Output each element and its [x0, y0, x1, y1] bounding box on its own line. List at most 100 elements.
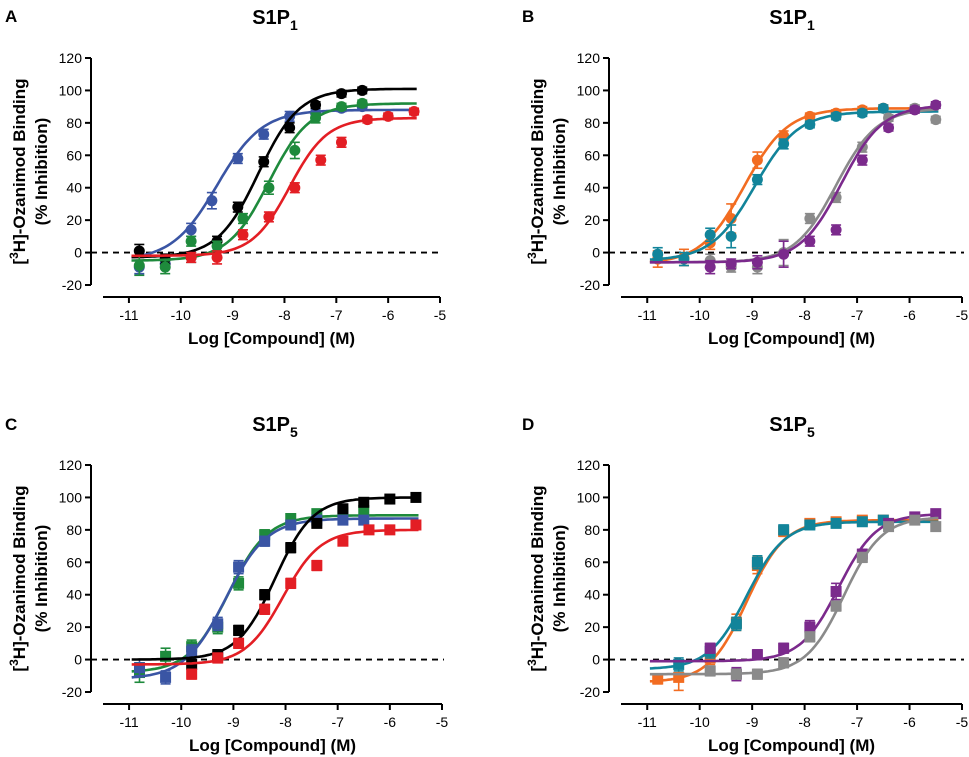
data-point [804, 631, 816, 643]
data-point [284, 122, 296, 134]
data-point [285, 542, 297, 554]
panel-label: C [5, 415, 17, 434]
y-tick-label: -20 [62, 684, 82, 700]
data-point [408, 106, 420, 118]
y-axis-label: [3H]-Ozanimod Binding [7, 485, 29, 671]
data-point [751, 649, 763, 661]
panel-title-base: S1P [252, 414, 290, 436]
x-tick-label: -9 [227, 714, 240, 730]
data-point [704, 665, 716, 677]
data-point [358, 514, 370, 526]
x-tick-label: -6 [903, 714, 916, 730]
data-point [258, 128, 270, 140]
y-axis-label-bracket: [ [528, 259, 547, 265]
x-tick-label: -7 [851, 307, 864, 323]
data-point [356, 84, 368, 96]
y-tick-label: 40 [66, 180, 82, 196]
x-tick-label: -8 [279, 714, 292, 730]
y-axis-label-line2: (% Inhibition) [550, 118, 569, 226]
x-tick-label: -7 [330, 307, 343, 323]
data-point [185, 224, 197, 236]
y-axis-label-text: H]-Ozanimod Binding [10, 485, 29, 659]
panel-title-subscript: 5 [807, 424, 815, 440]
y-tick-label: 20 [584, 619, 600, 635]
x-tick-label: -5 [956, 307, 969, 323]
fit-curve-orange [649, 107, 939, 264]
data-point [778, 524, 790, 536]
data-point [804, 621, 816, 633]
data-point [704, 642, 716, 654]
y-axis-label-line2: (% Inhibition) [550, 525, 569, 633]
data-point [730, 618, 742, 630]
x-tick-label: -8 [798, 307, 811, 323]
y-tick-label: 60 [66, 147, 82, 163]
panel-title: S1P1 [252, 7, 298, 33]
data-point [751, 154, 763, 166]
data-point [363, 524, 375, 536]
x-axis-label: Log [Compound] (M) [188, 329, 355, 348]
y-tick-label: -20 [580, 684, 600, 700]
x-tick-label: -11 [638, 714, 657, 730]
panel-title-base: S1P [769, 7, 807, 29]
series-red [131, 519, 422, 680]
data-point [311, 517, 323, 529]
data-point [778, 248, 790, 260]
data-point [930, 521, 942, 533]
y-tick-label: 100 [59, 489, 83, 505]
data-point [856, 107, 868, 119]
data-point [751, 556, 763, 568]
data-point [778, 642, 790, 654]
x-tick-label: -6 [382, 307, 395, 323]
x-tick-label: -11 [119, 714, 138, 730]
fit-curve-gray [649, 516, 939, 676]
data-point [856, 154, 868, 166]
x-tick-label: -6 [903, 307, 916, 323]
data-point [410, 491, 422, 503]
data-point [259, 535, 271, 547]
data-point [285, 519, 297, 531]
data-point [337, 503, 349, 515]
panel-title: S1P1 [769, 7, 815, 33]
data-point [652, 248, 664, 260]
data-point [883, 122, 895, 134]
data-point [186, 668, 198, 680]
series-orange [649, 102, 939, 268]
y-tick-label: 100 [577, 489, 601, 505]
x-tick-label: -10 [171, 307, 191, 323]
data-point [909, 514, 921, 526]
data-point [751, 174, 763, 186]
y-tick-label: 120 [577, 50, 601, 66]
data-point [804, 118, 816, 130]
data-point [930, 99, 942, 111]
data-point [232, 153, 244, 165]
x-tick-label: -10 [690, 714, 710, 730]
data-point [337, 535, 349, 547]
data-point [315, 154, 327, 166]
data-point [160, 650, 172, 662]
y-tick-label: 40 [584, 587, 600, 603]
data-point [730, 668, 742, 680]
panel-title-base: S1P [769, 414, 807, 436]
series-red [131, 106, 420, 265]
fit-curve-black [131, 87, 417, 259]
data-point [133, 260, 145, 272]
data-point [233, 624, 245, 636]
data-point [335, 136, 347, 148]
data-point [830, 600, 842, 612]
y-tick-label: 120 [59, 457, 83, 473]
data-point [358, 504, 370, 516]
fit-curve-purple [649, 105, 939, 264]
y-tick-label: 80 [66, 115, 82, 131]
data-point [652, 673, 664, 685]
data-point [725, 230, 737, 242]
data-point [830, 585, 842, 597]
y-axis-label: [3H]-Ozanimod Binding [525, 485, 547, 671]
data-point [382, 110, 394, 122]
panel-b: B S1P1 -20 0 20 40 60 80 100 120 -11 -10 -9 -8 -7 -6 -5 L… [522, 7, 968, 348]
y-tick-label: 80 [584, 522, 600, 538]
series-purple [649, 99, 942, 275]
data-point [185, 235, 197, 247]
data-point [356, 97, 368, 109]
fit-curve-blue [131, 517, 419, 679]
